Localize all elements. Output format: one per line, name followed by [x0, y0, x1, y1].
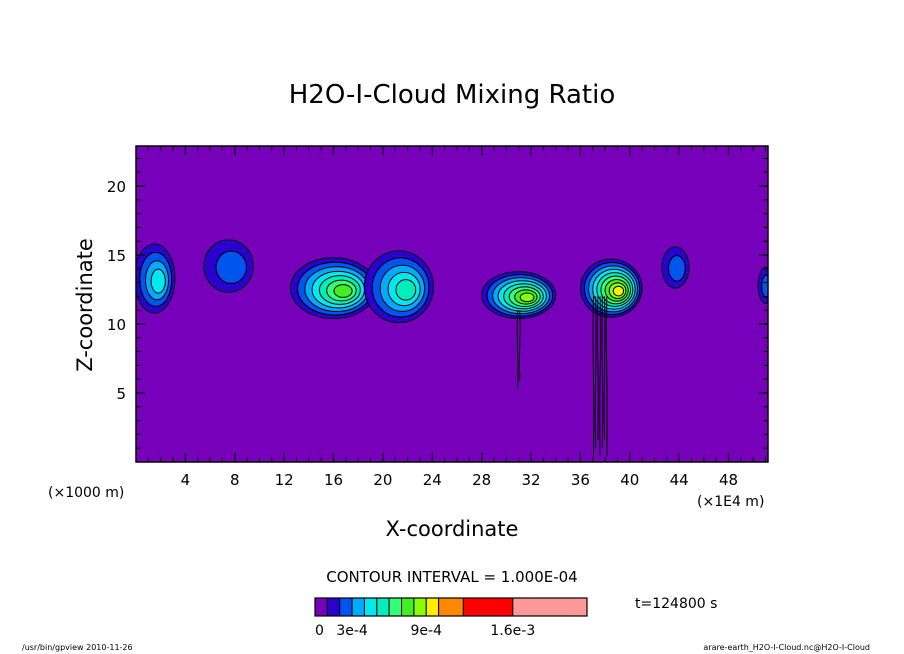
precip-contour-line — [603, 296, 606, 440]
x-axis-label: X-coordinate — [386, 517, 519, 541]
time-label: t=124800 s — [635, 596, 717, 612]
colorbar-segment — [462, 597, 514, 617]
colorbar-segment — [326, 597, 341, 617]
precip-contour-line — [599, 296, 602, 457]
x-tick-label: 24 — [423, 471, 442, 489]
colorbar-segment — [363, 597, 378, 617]
x-tick-label: 16 — [324, 471, 343, 489]
cloud-band — [215, 250, 247, 284]
colorbar-segment — [438, 597, 464, 617]
cloud-band — [395, 279, 417, 301]
footer-left: /usr/bin/gpview 2010-11-26 — [22, 643, 133, 652]
x-tick-label: 48 — [719, 471, 738, 489]
x-tick-label: 44 — [670, 471, 689, 489]
y-tick-label: 5 — [116, 385, 126, 403]
x-ticks: 4 8 12 16 20 24 28 32 36 40 44 48 — [147, 146, 767, 489]
y-ticks: 5 10 15 20 — [107, 157, 768, 449]
cloud-band — [612, 285, 625, 297]
x-tick-label: 36 — [571, 471, 590, 489]
colorbar-frame — [314, 597, 588, 617]
x-unit-left: (×1000 m) — [48, 485, 124, 501]
plot-background — [136, 146, 768, 462]
precip-contour-line — [601, 296, 604, 449]
precipitation-contour-lines — [516, 296, 608, 457]
colorbar-tick-labels: 0 3e-4 9e-4 1.6e-3 — [315, 623, 535, 639]
chart-title: H2O-I-Cloud Mixing Ratio — [289, 80, 616, 110]
colorbar-segment — [401, 597, 415, 617]
y-tick-label: 15 — [107, 247, 126, 265]
x-unit-right: (×1E4 m) — [697, 494, 764, 510]
cloud-band — [150, 268, 166, 294]
cloud-band — [761, 274, 768, 298]
cloud-band — [668, 255, 686, 282]
y-tick-label: 10 — [107, 316, 126, 334]
colorbar-segment — [413, 597, 427, 617]
colorbar-tick-label: 9e-4 — [411, 623, 443, 639]
precip-contour-line — [592, 296, 595, 457]
colorbar-segment — [388, 597, 403, 617]
colorbar-tick-label: 0 — [315, 623, 324, 639]
x-tick-label: 4 — [181, 471, 191, 489]
precip-contour-line — [605, 296, 608, 457]
colorbar-tick-label: 1.6e-3 — [490, 623, 535, 639]
x-tick-label: 8 — [230, 471, 240, 489]
cloud-band — [333, 284, 353, 298]
colorbar-segment — [425, 597, 440, 617]
plot-frame — [135, 145, 769, 463]
contour-interval-label: CONTOUR INTERVAL = 1.000E-04 — [326, 568, 577, 586]
footer-right: arare-earth_H2O-I-Cloud.nc@H2O-I-Cloud — [703, 643, 870, 652]
colorbar-tick-label: 3e-4 — [336, 623, 368, 639]
colorbar-segment — [351, 597, 365, 617]
y-axis-label: Z-coordinate — [73, 238, 97, 372]
precip-contour-line — [518, 310, 521, 381]
x-tick-label: 12 — [275, 471, 294, 489]
x-tick-label: 20 — [373, 471, 392, 489]
precip-contour-line — [596, 296, 599, 440]
cloud-contours — [136, 239, 768, 324]
x-tick-label: 40 — [620, 471, 639, 489]
y-tick-label: 20 — [107, 178, 126, 196]
colorbar — [314, 597, 588, 617]
colorbar-segment — [314, 597, 328, 617]
precip-contour-line — [516, 310, 519, 389]
precip-contour-line — [594, 296, 597, 449]
colorbar-segment — [376, 597, 390, 617]
x-tick-label: 32 — [521, 471, 540, 489]
colorbar-segment — [512, 597, 588, 617]
colorbar-segment — [339, 597, 353, 617]
x-tick-label: 28 — [472, 471, 491, 489]
cloud-band — [519, 292, 535, 303]
